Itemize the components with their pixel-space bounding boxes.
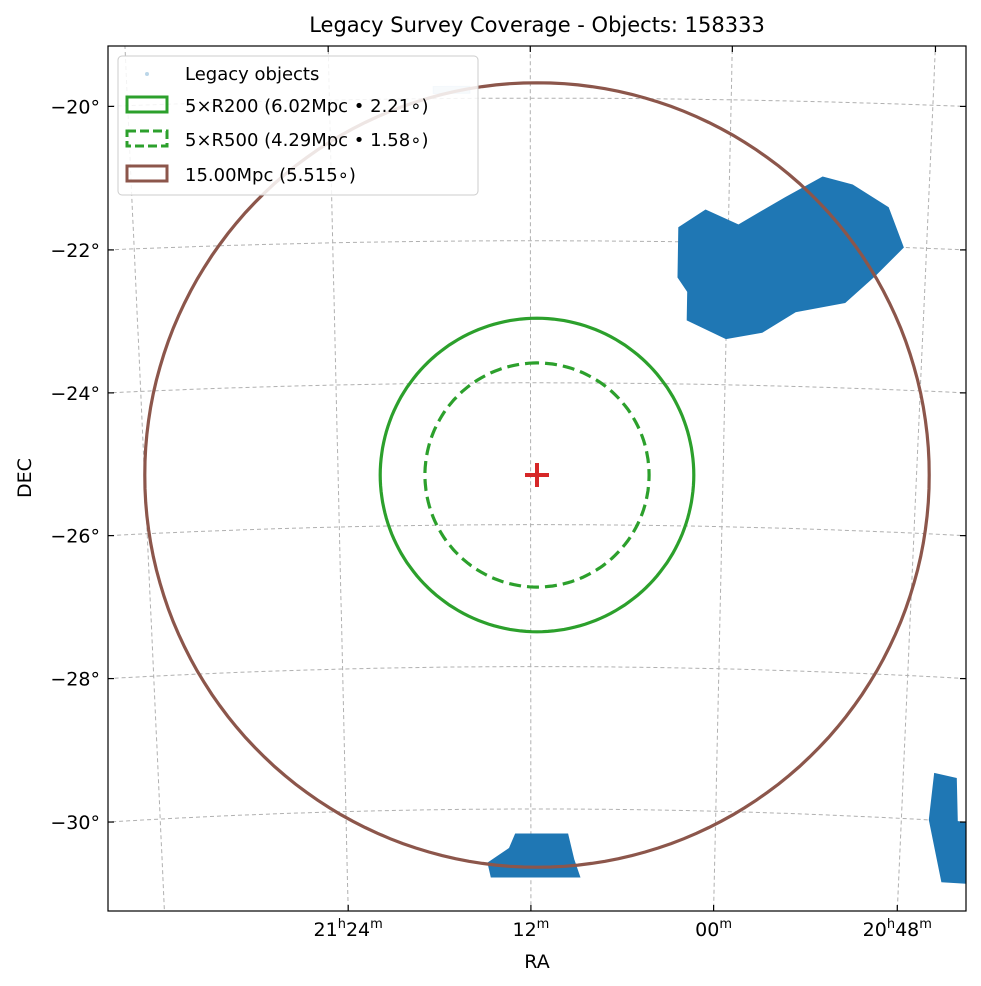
- plot-frame: [107, 45, 967, 912]
- center-marker: [525, 463, 549, 487]
- legend-r500-swatch: [125, 129, 169, 148]
- ra-tick-label: 20h48m: [863, 917, 932, 941]
- x-axis-label: RA: [524, 951, 549, 973]
- legend-objects-marker: [145, 72, 149, 76]
- legacy-objects: [432, 85, 966, 884]
- center-marker-group: [525, 463, 549, 487]
- legend-r500-label: 5×R500 (4.29Mpc • 1.58∘): [185, 130, 429, 151]
- legend-objects-label: Legacy objects: [185, 64, 319, 85]
- object-region-south-east-strip: [928, 772, 966, 884]
- legend-15mpc-swatch: [125, 164, 169, 183]
- axis-ticks: −20° −22° −24° −26° −28° −30° 21h24m 12m 00m 20h4…: [50, 46, 966, 941]
- dec-tick-label: −20°: [50, 96, 100, 118]
- circle-r200: [378, 316, 696, 634]
- ra-tick-label: 00m: [695, 917, 732, 941]
- dec-tick-label: −26°: [50, 526, 100, 548]
- dec-tick-label: −28°: [50, 669, 100, 691]
- y-axis-label: DEC: [14, 458, 36, 498]
- legend-r200-label: 5×R200 (6.02Mpc • 2.21∘): [185, 96, 429, 117]
- ra-tick-label: 12m: [512, 917, 549, 941]
- radius-circles: [143, 81, 931, 869]
- dec-gridline: [108, 240, 966, 251]
- circle-r15: [143, 81, 931, 869]
- ra-gridline: [529, 46, 532, 911]
- ra-tick-label: 21h24m: [314, 917, 383, 941]
- dec-tick-label: −24°: [50, 383, 100, 405]
- circle-r500: [423, 361, 651, 589]
- legend-r200-swatch: [125, 95, 169, 114]
- chart-title: Legacy Survey Coverage - Objects: 158333: [309, 13, 765, 37]
- legend-box: [117, 55, 479, 196]
- legend: Legacy objects 5×R200 (6.02Mpc • 2.21∘) …: [117, 55, 479, 196]
- dec-tick-label: −22°: [50, 240, 100, 262]
- legend-15mpc-label: 15.00Mpc (5.515∘): [185, 165, 356, 186]
- dec-tick-label: −30°: [50, 812, 100, 834]
